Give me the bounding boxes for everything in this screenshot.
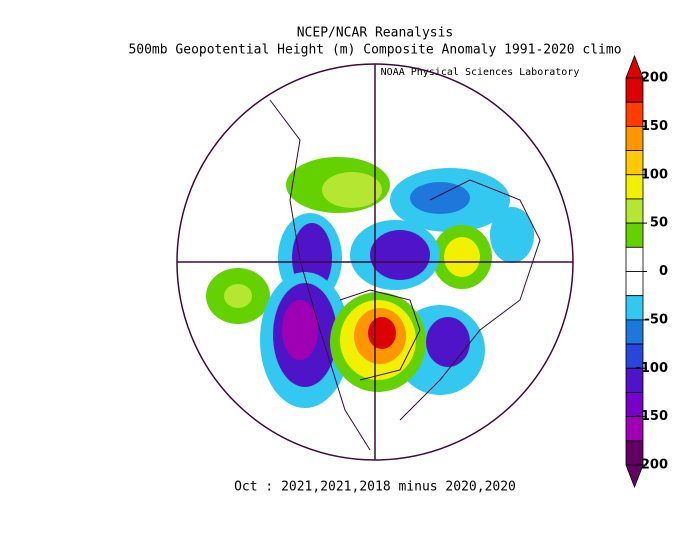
anomaly-blob [410, 182, 470, 214]
anomaly-blob [444, 237, 480, 277]
subtitle: 500mb Geopotential Height (m) Composite … [128, 43, 621, 58]
anomaly-field [206, 157, 534, 408]
colorbar-tick-label: 150 [641, 119, 668, 134]
colorbar-segment [625, 319, 644, 345]
colorbar-segment [625, 271, 644, 297]
anomaly-blob [370, 230, 430, 280]
anomaly-blob [322, 172, 382, 208]
anomaly-blob [368, 317, 396, 349]
colorbar-arrow-top [625, 54, 644, 79]
colorbar-tick-label: 100 [641, 167, 668, 182]
coastline [269, 99, 371, 451]
colorbar: 200 150 100 50 0 -50 -100 -150 -200 [625, 54, 669, 489]
anomaly-blob [224, 284, 252, 308]
footer: Oct : 2021,2021,2018 minus 2020,2020 [234, 480, 516, 495]
anomaly-blob [490, 207, 534, 263]
coastlines [269, 99, 541, 451]
colorbar-tick-label: -200 [635, 458, 668, 473]
colorbar-segment [625, 295, 644, 321]
credit: NOAA Physical Sciences Laboratory [381, 67, 580, 78]
colorbar-segment [625, 222, 644, 248]
colorbar-tick-label: 200 [641, 71, 668, 86]
title: NCEP/NCAR Reanalysis [297, 26, 454, 41]
colorbar-arrow-bottom [625, 464, 644, 489]
coastline [339, 289, 421, 381]
colorbar-tick-label: -50 [645, 312, 669, 327]
colorbar-tick-label: 0 [659, 264, 668, 279]
anomaly-blob [282, 300, 318, 360]
coastline [399, 179, 541, 421]
colorbar-tick-label: -150 [635, 409, 668, 424]
colorbar-tick-label: -100 [635, 361, 668, 376]
colorbar-segment [625, 246, 644, 272]
colorbar-tick-label: 50 [650, 216, 668, 231]
anomaly-blob [426, 317, 470, 367]
colorbar-segment [625, 198, 644, 224]
